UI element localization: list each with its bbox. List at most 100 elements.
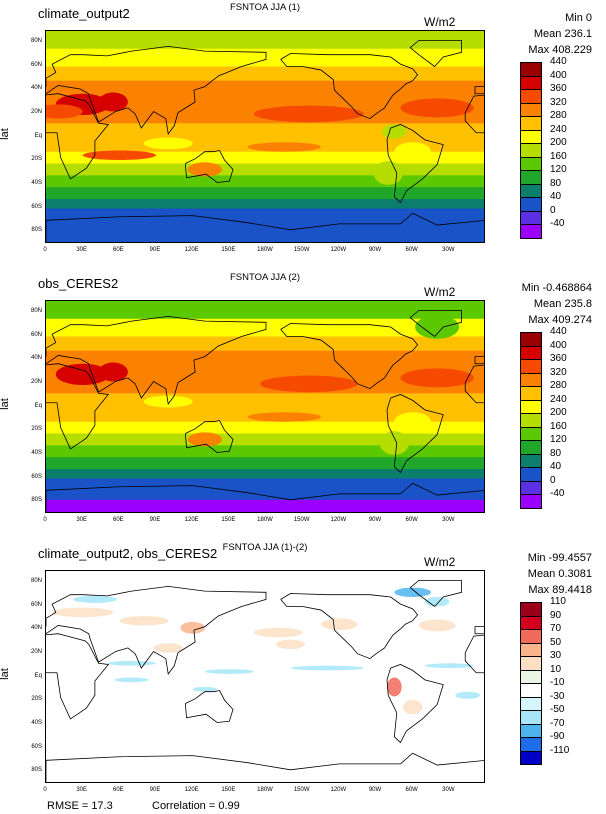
x-tick-label: 60E	[112, 517, 124, 523]
y-tick-label: 80N	[30, 577, 42, 584]
colorbar-label: 280	[550, 110, 567, 121]
colorbar-swatch	[520, 129, 542, 144]
x-tick-label: 60E	[112, 247, 124, 253]
field-band	[46, 187, 484, 200]
colorbar-label: -70	[550, 717, 565, 729]
y-tick-label: 20N	[30, 108, 42, 115]
x-tick-label: 150W	[293, 517, 310, 523]
x-tick-label: 30W	[442, 517, 455, 523]
colorbar-label: 0	[550, 204, 556, 216]
colorbar-swatch	[520, 413, 542, 428]
x-tick-label: 90E	[149, 787, 161, 793]
colorbar-swatch	[520, 467, 542, 482]
difference-region	[290, 665, 364, 671]
lat-axis-title: lat	[0, 128, 11, 140]
colorbar-swatch	[520, 669, 542, 684]
x-tick-label: 120E	[184, 787, 199, 793]
colorbar-label: 40	[550, 191, 562, 202]
x-tick-label: 120E	[184, 247, 199, 253]
colorbar-label: 110	[550, 596, 566, 607]
field-region	[400, 368, 474, 388]
field-band	[46, 350, 484, 373]
field-band	[46, 421, 484, 435]
panel-difference: climate_output2, obs_CERES2 FSNTOA JJA (…	[0, 540, 606, 810]
colorbar-swatch	[520, 656, 542, 671]
stat-max: Max 408.229	[528, 44, 592, 56]
field-band	[46, 66, 484, 82]
x-tick-label: 150E	[221, 517, 236, 523]
coastline	[46, 752, 484, 782]
colorbar-swatch	[520, 386, 542, 401]
map-field-svg	[46, 301, 484, 512]
y-tick-label: 60S	[31, 203, 42, 210]
y-tick-label: 80S	[31, 227, 42, 234]
colorbar-swatch	[520, 615, 542, 630]
map-plot	[45, 30, 485, 243]
colorbar-swatch	[520, 629, 542, 644]
field-region	[187, 432, 222, 447]
field-band	[46, 123, 484, 138]
field-region	[373, 161, 403, 185]
coastline	[280, 53, 419, 120]
colorbar-swatch	[520, 89, 542, 104]
coastline	[46, 93, 110, 180]
colorbar-label: 40	[550, 461, 562, 472]
y-tick-label: 20S	[31, 696, 42, 703]
colorbar-label: 80	[550, 447, 562, 459]
lat-axis-title: lat	[0, 668, 11, 680]
colorbar-swatch	[520, 156, 542, 171]
colorbar-label: 70	[550, 623, 562, 634]
x-tick-label: 90E	[149, 517, 161, 523]
difference-region	[275, 639, 306, 650]
y-tick-label: 60S	[31, 743, 42, 750]
field-region	[98, 362, 128, 382]
field-band	[46, 163, 484, 176]
units-label: W/m2	[424, 285, 456, 299]
y-tick-label: 40N	[30, 85, 42, 92]
panel-title: climate_output2	[38, 6, 130, 21]
field-title: FSNTOA JJA (1)	[229, 2, 301, 13]
colorbar-label: -90	[550, 731, 565, 742]
difference-region	[321, 618, 358, 631]
stat-mean: Mean 236.1	[533, 28, 592, 40]
difference-region	[455, 691, 480, 699]
field-region	[415, 315, 460, 339]
correlation-label: Correlation = 0.99	[152, 800, 240, 812]
x-tick-label: 120W	[330, 517, 347, 523]
y-tick-label: 20N	[30, 378, 42, 385]
colorbar-swatch	[520, 197, 542, 212]
x-tick-label: 30E	[76, 247, 87, 253]
units-label: W/m2	[424, 15, 456, 29]
colorbar-swatch	[520, 426, 542, 441]
field-region	[98, 92, 128, 112]
coastline	[184, 420, 234, 453]
y-tick-label: 80S	[31, 767, 42, 774]
field-region	[379, 431, 410, 455]
stat-min: Min -0.468864	[521, 282, 592, 294]
x-tick-label: 30E	[76, 787, 87, 793]
colorbar-label: 280	[550, 380, 567, 391]
panel-title: obs_CERES2	[38, 276, 119, 291]
colorbar-label: 160	[550, 150, 567, 162]
colorbar-label: 240	[550, 123, 567, 135]
coastline	[409, 580, 462, 607]
coastline	[46, 482, 484, 512]
colorbar-swatch	[520, 710, 542, 725]
colorbar-label: 200	[550, 137, 567, 148]
coastline	[46, 212, 484, 242]
y-tick-label: 60S	[31, 473, 42, 480]
colorbar-swatch	[520, 440, 542, 455]
coastline	[46, 363, 110, 450]
y-tick-label: 60N	[30, 601, 42, 608]
coastline	[409, 310, 462, 337]
y-tick-label: Eq	[34, 672, 42, 679]
field-region	[394, 412, 431, 432]
field-band	[46, 175, 484, 188]
field-band	[46, 222, 484, 242]
x-tick-label: 180W	[257, 787, 273, 793]
colorbar-label: -40	[550, 218, 565, 229]
difference-region	[119, 615, 169, 626]
colorbar-swatch	[520, 345, 542, 360]
difference-region	[153, 643, 183, 653]
map-plot	[45, 570, 485, 783]
